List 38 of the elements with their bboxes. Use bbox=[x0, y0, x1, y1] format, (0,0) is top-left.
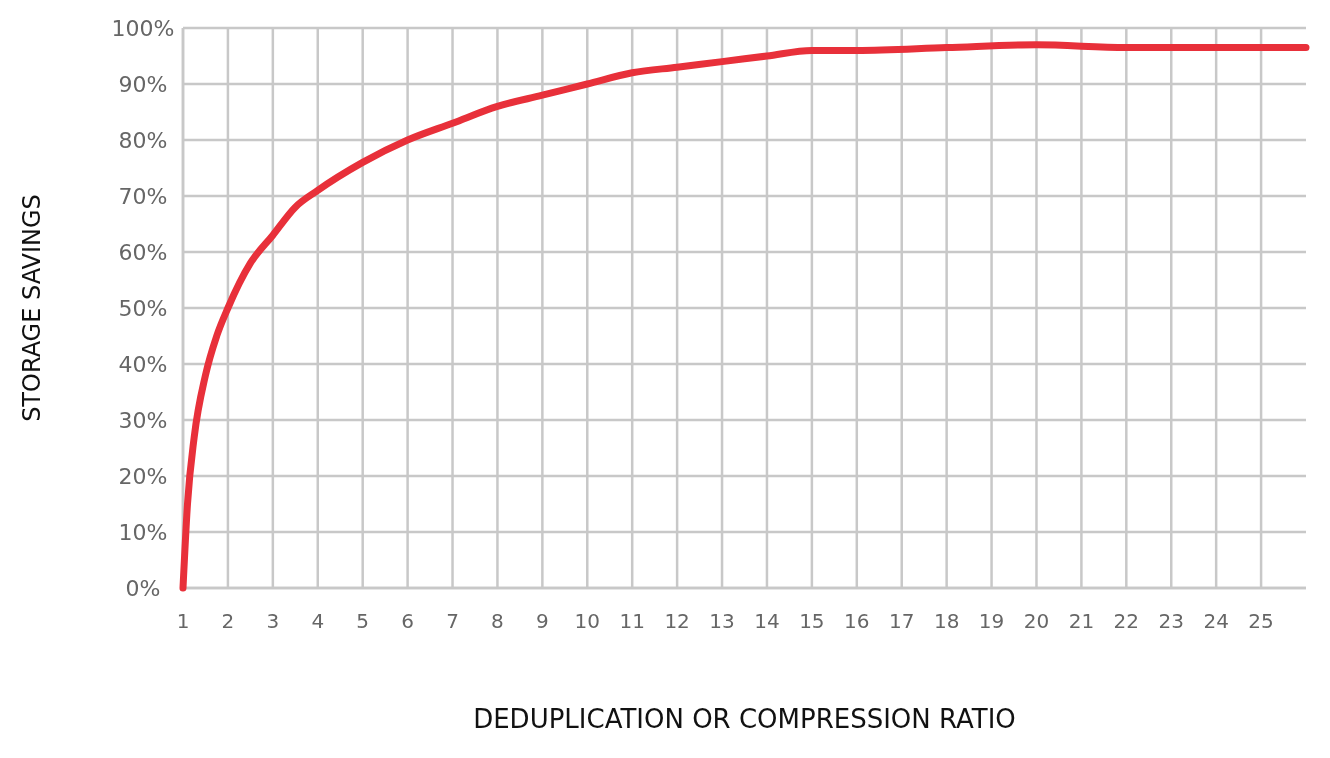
x-tick-label: 14 bbox=[754, 609, 780, 633]
x-tick-label: 22 bbox=[1113, 609, 1140, 633]
x-tick-label: 11 bbox=[619, 609, 645, 633]
x-axis-title: DEDUPLICATION OR COMPRESSION RATIO bbox=[473, 704, 1016, 734]
x-tick-label: 15 bbox=[799, 609, 825, 633]
y-tick-label: 20% bbox=[118, 463, 168, 489]
y-tick-label: 60% bbox=[118, 239, 168, 265]
y-tick-label: 80% bbox=[118, 127, 168, 153]
x-tick-label: 20 bbox=[1023, 609, 1050, 633]
x-tick-label: 10 bbox=[574, 609, 601, 633]
x-tick-label: 6 bbox=[401, 609, 414, 633]
x-tick-label: 13 bbox=[709, 609, 735, 633]
y-tick-label: 70% bbox=[118, 183, 168, 209]
y-tick-label: 10% bbox=[118, 519, 168, 545]
x-tick-label: 2 bbox=[221, 609, 235, 633]
y-tick-label: 30% bbox=[118, 407, 168, 433]
y-axis-title: STORAGE SAVINGS bbox=[18, 194, 46, 422]
x-tick-label: 16 bbox=[844, 609, 870, 633]
y-tick-label: 90% bbox=[118, 71, 168, 97]
x-tick-label: 8 bbox=[491, 609, 504, 633]
x-tick-label: 24 bbox=[1203, 609, 1229, 633]
x-tick-label: 12 bbox=[664, 609, 690, 633]
x-tick-label: 5 bbox=[356, 609, 370, 633]
x-tick-label: 4 bbox=[311, 609, 325, 633]
x-tick-label: 23 bbox=[1158, 609, 1184, 633]
x-tick-label: 3 bbox=[266, 609, 280, 633]
y-tick-label: 100% bbox=[111, 15, 175, 41]
x-tick-label: 18 bbox=[933, 609, 960, 633]
y-tick-label: 0% bbox=[125, 575, 161, 601]
x-tick-label: 1 bbox=[176, 609, 190, 633]
y-tick-label: 50% bbox=[118, 295, 168, 321]
x-tick-label: 7 bbox=[446, 609, 459, 633]
x-tick-label: 21 bbox=[1068, 609, 1095, 633]
x-tick-label: 19 bbox=[978, 609, 1005, 633]
x-tick-label: 9 bbox=[535, 609, 549, 633]
y-tick-label: 40% bbox=[118, 351, 168, 377]
x-tick-label: 17 bbox=[888, 609, 915, 633]
x-tick-label: 25 bbox=[1248, 609, 1274, 633]
